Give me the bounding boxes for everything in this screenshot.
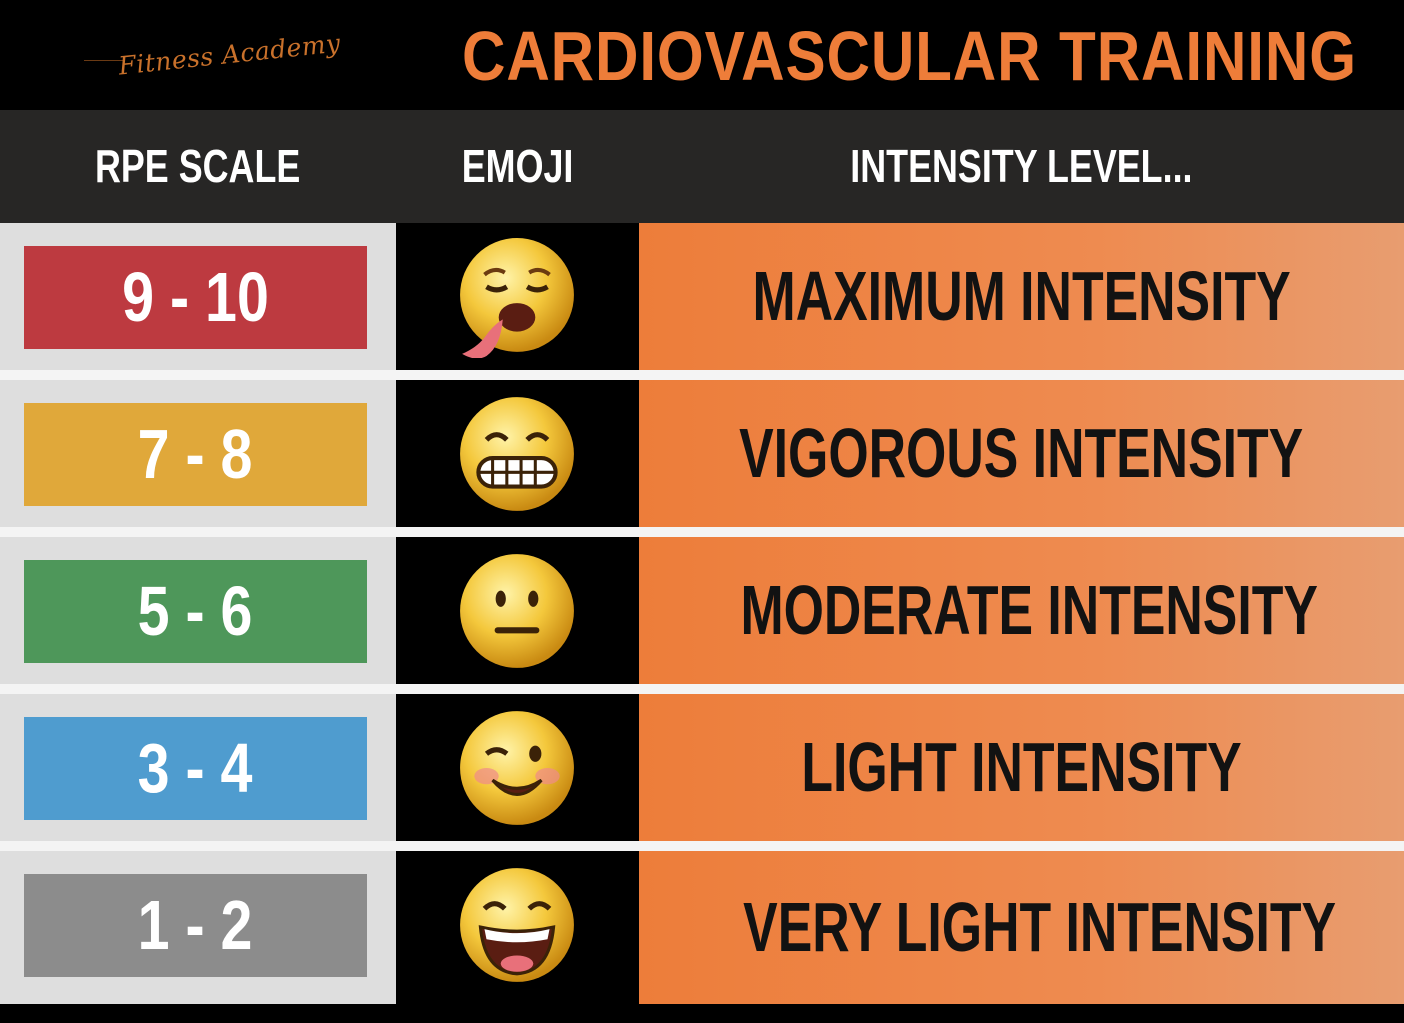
rpe-cell: 9 - 10 xyxy=(0,223,396,370)
row-divider xyxy=(0,370,1404,380)
rpe-badge: 7 - 8 xyxy=(24,403,367,506)
grinning-face-icon xyxy=(460,868,574,982)
emoji-cell xyxy=(396,223,639,370)
rpe-badge: 3 - 4 xyxy=(24,717,367,820)
emoji-cell xyxy=(396,380,639,527)
page-title: CARDIOVASCULAR TRAINING xyxy=(462,17,1357,95)
table-row: 1 - 2 VERY LIGHT INTENSITY xyxy=(0,851,1404,1004)
title-bar: Fitness Academy CARDIOVASCULAR TRAINING xyxy=(0,0,1404,110)
column-header-emoji: EMOJI xyxy=(461,140,574,192)
intensity-cell: MODERATE INTENSITY xyxy=(639,537,1404,684)
rpe-badge: 5 - 6 xyxy=(24,560,367,663)
table-row: 3 - 4 LIGHT INTENSITY xyxy=(0,694,1404,841)
column-header-intensity: INTENSITY LEVEL... xyxy=(850,140,1193,192)
row-divider xyxy=(0,841,1404,851)
logo-underline xyxy=(84,60,124,61)
intensity-cell: MAXIMUM INTENSITY xyxy=(639,223,1404,370)
rpe-badge: 1 - 2 xyxy=(24,874,367,977)
winking-face-icon xyxy=(460,711,574,825)
rpe-cell: 1 - 2 xyxy=(0,851,396,1004)
row-divider xyxy=(0,684,1404,694)
rpe-badge: 9 - 10 xyxy=(24,246,367,349)
row-divider xyxy=(0,527,1404,537)
table-row: 9 - 10 MAXIMUM INTENSITY xyxy=(0,223,1404,370)
rpe-cell: 5 - 6 xyxy=(0,537,396,684)
brand-logo: Fitness Academy xyxy=(117,28,342,81)
rpe-cell: 7 - 8 xyxy=(0,380,396,527)
intensity-cell: LIGHT INTENSITY xyxy=(639,694,1404,841)
table-header: RPE SCALE EMOJI INTENSITY LEVEL... xyxy=(0,110,1404,223)
column-header-rpe: RPE SCALE xyxy=(95,140,301,192)
emoji-cell xyxy=(396,694,639,841)
emoji-cell xyxy=(396,851,639,1004)
rpe-cell: 3 - 4 xyxy=(0,694,396,841)
emoji-cell xyxy=(396,537,639,684)
table-row: 5 - 6 MODERATE INTENSITY xyxy=(0,537,1404,684)
intensity-cell: VIGOROUS INTENSITY xyxy=(639,380,1404,527)
exhausted-tongue-out-face-icon xyxy=(460,238,574,358)
grimacing-face-icon xyxy=(460,397,574,511)
neutral-face-icon xyxy=(460,554,574,668)
intensity-cell: VERY LIGHT INTENSITY xyxy=(639,851,1404,1004)
table-row: 7 - 8 VIGOROUS INTENSITY xyxy=(0,380,1404,527)
